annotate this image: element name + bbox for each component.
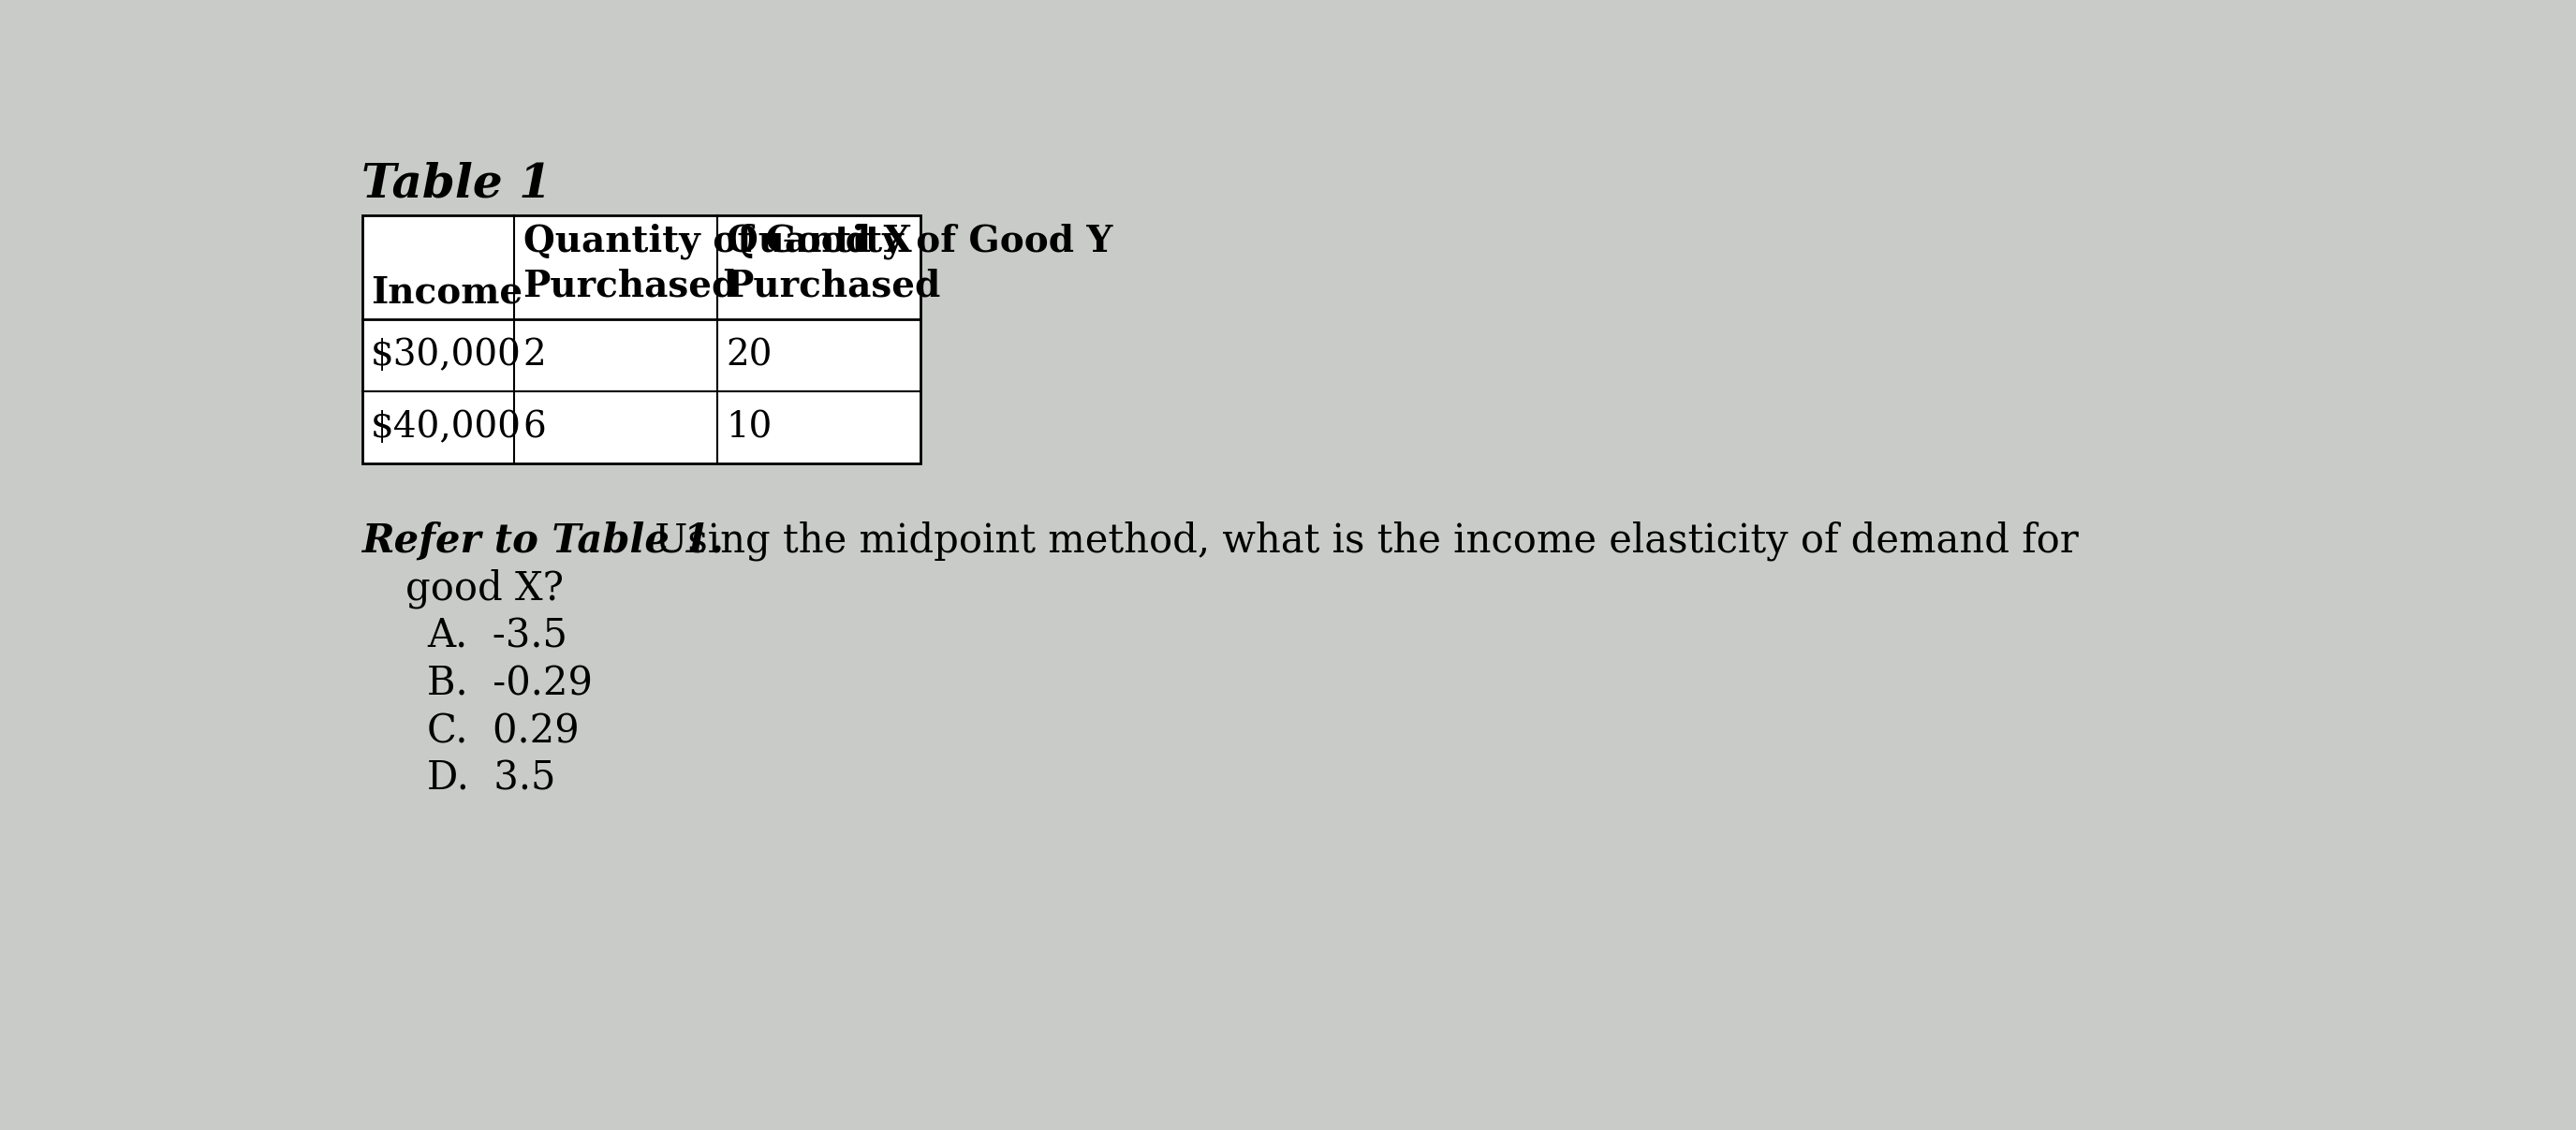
Text: good X?: good X?	[404, 568, 564, 609]
Text: Table 1: Table 1	[361, 162, 551, 208]
Bar	[361, 215, 920, 463]
Text: D.  3.5: D. 3.5	[428, 759, 556, 799]
Text: $40,000: $40,000	[371, 410, 520, 445]
Text: C.  0.29: C. 0.29	[428, 712, 580, 751]
Text: 6: 6	[523, 410, 546, 445]
Text: 20: 20	[726, 338, 773, 373]
Text: Using the midpoint method, what is the income elasticity of demand for: Using the midpoint method, what is the i…	[641, 521, 2079, 562]
Text: $30,000: $30,000	[371, 338, 520, 373]
Text: B.  -0.29: B. -0.29	[428, 664, 592, 703]
Text: Quantity of Good X
Purchased: Quantity of Good X Purchased	[523, 224, 912, 304]
Text: Quantity of Good Y
Purchased: Quantity of Good Y Purchased	[726, 224, 1113, 304]
Text: Income: Income	[371, 276, 523, 311]
Text: A.  -3.5: A. -3.5	[428, 617, 567, 655]
Text: Refer to Table 1.: Refer to Table 1.	[361, 521, 724, 560]
Text: 10: 10	[726, 410, 773, 445]
Text: 2: 2	[523, 338, 546, 373]
